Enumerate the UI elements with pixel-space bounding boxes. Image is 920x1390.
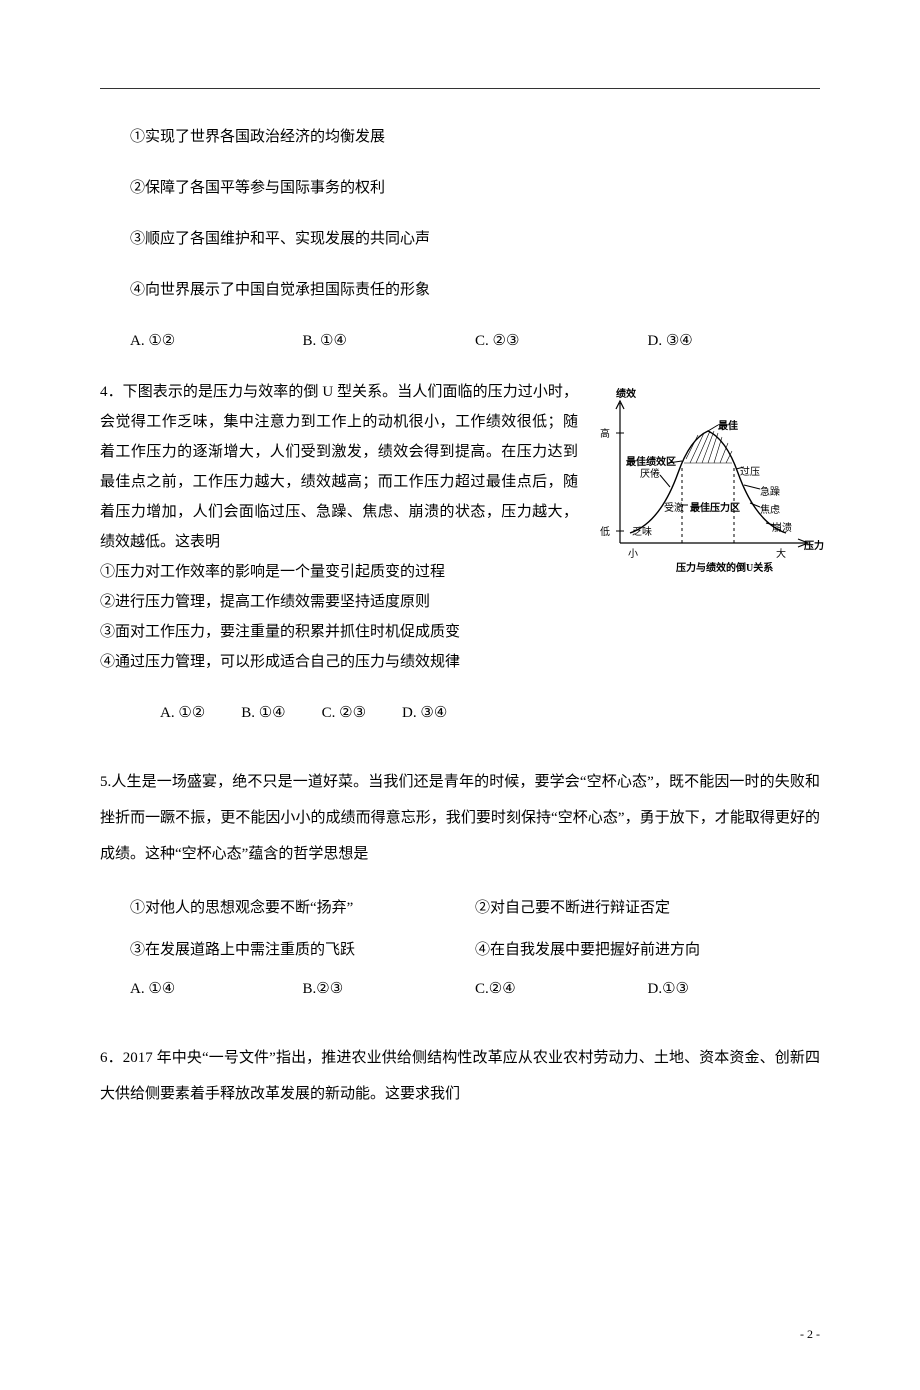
inverted-u-chart: 绩效 高 低 小 大 压力 最佳 最佳绩效区 厌倦 过压 最佳压力区 受激 乏味… <box>590 383 826 583</box>
q3-opt-a: A. ①② <box>130 323 303 359</box>
chart-y-low: 低 <box>600 525 610 538</box>
q4-options: A. ①② B. ①④ C. ②③ D. ③④ <box>100 695 820 731</box>
q5-stem: 5.人生是一场盛宴，绝不只是一道好菜。当我们还是青年的时候，要学会“空杯心态”，… <box>100 764 820 872</box>
q3-opt-c: C. ②③ <box>475 323 648 359</box>
q4-opt-b: B. ①④ <box>241 695 285 731</box>
q5-s1: ①对他人的思想观念要不断“扬弃” <box>130 887 475 929</box>
chart-caption: 压力与绩效的倒U关系 <box>676 561 773 574</box>
q4-s3: ③面对工作压力，要注重量的积累并抓住时机促成质变 <box>100 624 460 640</box>
q4-opt-c: C. ②③ <box>322 695 366 731</box>
q4-opt-d: D. ③④ <box>402 695 447 731</box>
q5-s3: ③在发展道路上中需注重质的飞跃 <box>130 929 475 971</box>
chart-x-large: 大 <box>776 547 786 560</box>
chart-y-label: 绩效 <box>616 387 637 400</box>
chart-best-press: 最佳压力区 <box>690 501 740 514</box>
q5-s2: ②对自己要不断进行辩证否定 <box>475 887 820 929</box>
q5-s4: ④在自我发展中要把握好前进方向 <box>475 929 820 971</box>
chart-best: 最佳 <box>718 419 738 432</box>
q3-opt-d: D. ③④ <box>648 323 821 359</box>
chart-understim: 厌倦 <box>640 467 660 480</box>
q5-opt-d: D.①③ <box>648 971 821 1007</box>
q4-block: 4．下图表示的是压力与效率的倒 U 型关系。当人们面临的压力过小时，会觉得工作乏… <box>100 377 820 677</box>
q4-stem: 4．下图表示的是压力与效率的倒 U 型关系。当人们面临的压力过小时，会觉得工作乏… <box>100 384 578 550</box>
item-2: ②保障了各国平等参与国际事务的权利 <box>100 170 820 206</box>
q5-opt-b: B.②③ <box>303 971 476 1007</box>
q4-s4: ④通过压力管理，可以形成适合自己的压力与绩效规律 <box>100 654 460 670</box>
chart-anxious: 焦虑 <box>760 503 780 516</box>
chart-boring: 乏味 <box>632 526 652 538</box>
q3-options: A. ①② B. ①④ C. ②③ D. ③④ <box>100 323 820 359</box>
chart-x-small: 小 <box>628 548 638 560</box>
chart-x-label: 压力 <box>804 539 824 552</box>
q5-statements: ①对他人的思想观念要不断“扬弃” ②对自己要不断进行辩证否定 ③在发展道路上中需… <box>100 887 820 971</box>
q6-stem: 6．2017 年中央“一号文件”指出，推进农业供给侧结构性改革应从农业农村劳动力… <box>100 1040 820 1112</box>
chart-stim: 受激 <box>664 501 684 514</box>
q5-opt-a: A. ①④ <box>130 971 303 1007</box>
chart-collapse: 崩溃 <box>772 521 792 534</box>
q4-opt-a: A. ①② <box>160 695 205 731</box>
chart-best-zone-left: 最佳绩效区 <box>626 455 676 468</box>
item-1: ①实现了世界各国政治经济的均衡发展 <box>100 119 820 155</box>
q3-opt-b: B. ①④ <box>303 323 476 359</box>
item-3: ③顺应了各国维护和平、实现发展的共同心声 <box>100 221 820 257</box>
q4-s2: ②进行压力管理，提高工作绩效需要坚持适度原则 <box>100 594 430 610</box>
q4-s1: ①压力对工作效率的影响是一个量变引起质变的过程 <box>100 564 445 580</box>
q5-opt-c: C.②④ <box>475 971 648 1007</box>
item-4: ④向世界展示了中国自觉承担国际责任的形象 <box>100 272 820 308</box>
q5-options: A. ①④ B.②③ C.②④ D.①③ <box>100 971 820 1007</box>
top-rule <box>100 88 820 89</box>
page-number: - 2 - <box>800 1327 820 1342</box>
chart-impatient: 急躁 <box>760 485 780 498</box>
chart-y-high: 高 <box>600 427 610 440</box>
